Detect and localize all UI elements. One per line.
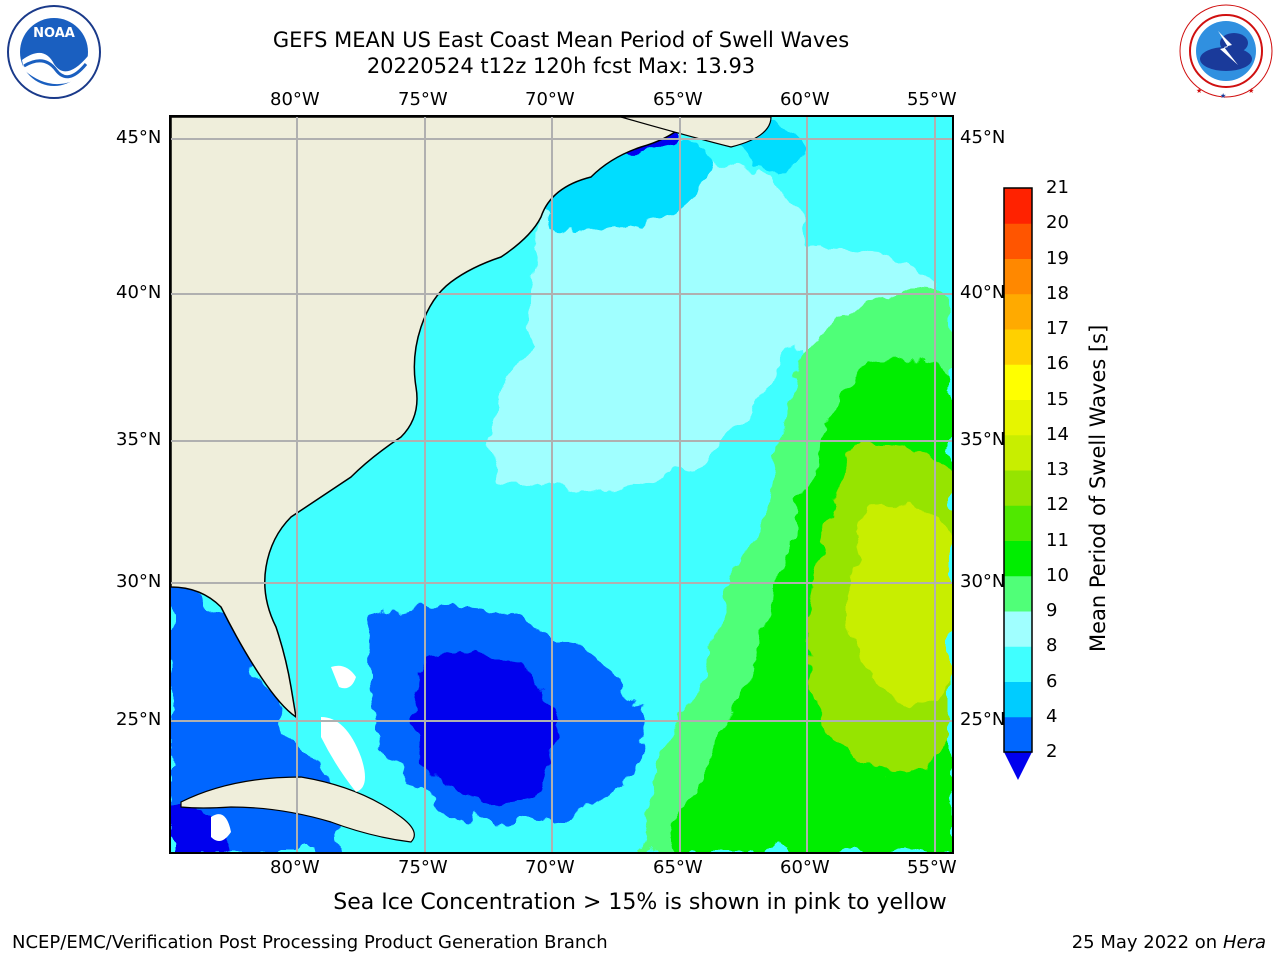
colorbar-tick-label: 20 [1046, 212, 1069, 234]
top-lon-label-75w: 75°W [398, 89, 448, 110]
colorbar-tick-label: 14 [1046, 423, 1069, 445]
graticule [171, 117, 952, 852]
colorbar [1003, 187, 1033, 780]
bahamas-shoal [331, 665, 356, 689]
top-lon-label-80w: 80°W [270, 89, 320, 110]
colorbar-cell [1004, 540, 1032, 577]
colorbar-tick-label: 13 [1046, 459, 1069, 480]
top-lon-label-70w: 70°W [525, 89, 575, 110]
colorbar-tick-label: 4 [1046, 705, 1058, 727]
top-lon-label-60w: 60°W [780, 89, 830, 110]
bottom-lon-label-70w: 70°W [525, 857, 575, 878]
colorbar-tick-label: 12 [1046, 494, 1069, 516]
noaa-logo: NOAA [7, 5, 101, 99]
svg-text:★: ★ [1248, 87, 1254, 95]
bottom-lon-label-60w: 60°W [780, 857, 830, 878]
colorbar-cells [1004, 188, 1032, 753]
host-name: Hera [1222, 932, 1266, 953]
svg-text:★: ★ [1196, 87, 1202, 95]
colorbar-tick-label: 6 [1046, 670, 1058, 692]
colorbar-cell [1004, 681, 1032, 718]
bottom-lon-label-80w: 80°W [270, 857, 320, 878]
noaa-logo-text: NOAA [33, 26, 75, 41]
colorbar-cell [1004, 575, 1032, 612]
bahamas-bank [321, 717, 365, 792]
right-lat-label-40n: 40°N [960, 282, 1006, 303]
colorbar-cell [1004, 188, 1032, 224]
swell-period-map [171, 117, 952, 852]
colorbar-cell [1004, 505, 1032, 541]
left-lat-label-40n: 40°N [116, 282, 162, 303]
right-lat-label-25n: 25°N [960, 709, 1006, 730]
colorbar-underflow-triangle [1004, 752, 1032, 780]
left-lat-label-30n: 30°N [116, 571, 162, 592]
producer-credit: NCEP/EMC/Verification Post Processing Pr… [12, 932, 608, 953]
colorbar-cell [1004, 258, 1032, 295]
colorbar-tick-label: 10 [1046, 564, 1069, 586]
left-lat-label-25n: 25°N [116, 709, 162, 730]
bottom-lon-label-75w: 75°W [398, 857, 448, 878]
colorbar-tick-label: 18 [1046, 282, 1069, 304]
colorbar-cell [1004, 611, 1032, 647]
colorbar-tick-label: 8 [1046, 635, 1058, 657]
chart-subtitle: 20220524 t12z 120h fcst Max: 13.93 [366, 54, 756, 78]
bottom-lon-label-55w: 55°W [907, 857, 957, 878]
colorbar-cell [1004, 470, 1032, 506]
left-lat-label-35n: 35°N [116, 429, 162, 450]
colorbar-tick-label: 15 [1046, 388, 1069, 410]
left-lat-label-45n: 45°N [116, 127, 162, 148]
colorbar-cell [1004, 716, 1032, 753]
colorbar-title: Mean Period of Swell Waves [s] [1086, 324, 1110, 652]
bottom-lon-label-65w: 65°W [653, 857, 703, 878]
cuba-shelf [211, 814, 231, 841]
right-lat-label-35n: 35°N [960, 429, 1006, 450]
colorbar-tick-label: 11 [1046, 529, 1069, 551]
colorbar-tick-label: 17 [1046, 318, 1069, 339]
colorbar-tick-label: 16 [1046, 353, 1069, 375]
colorbar-tick-label: 21 [1046, 177, 1069, 198]
colorbar-cell [1004, 329, 1032, 365]
colorbar-cell [1004, 434, 1032, 471]
chart-title: GEFS MEAN US East Coast Mean Period of S… [272, 28, 850, 52]
swell-contours [171, 123, 952, 852]
colorbar-tick-label: 19 [1046, 247, 1069, 269]
colorbar-cell [1004, 399, 1032, 436]
right-lat-label-45n: 45°N [960, 127, 1006, 148]
map-panel [169, 115, 954, 854]
colorbar-cell [1004, 364, 1032, 400]
right-lat-label-30n: 30°N [960, 571, 1006, 592]
issue-date: 25 May 2022 on Hera [1072, 932, 1266, 953]
svg-text:★: ★ [1220, 92, 1226, 99]
issue-date-text: 25 May 2022 on [1071, 932, 1218, 953]
colorbar-cell [1004, 223, 1032, 259]
colorbar-tick-label: 9 [1046, 600, 1058, 621]
top-lon-label-55w: 55°W [907, 89, 957, 110]
top-lon-label-65w: 65°W [653, 89, 703, 110]
colorbar-tick-label: 2 [1046, 741, 1058, 762]
sea-ice-note: Sea Ice Concentration > 15% is shown in … [333, 890, 947, 915]
colorbar-cell [1004, 293, 1032, 330]
colorbar-cell [1004, 646, 1032, 682]
colorbar-outline [1003, 187, 1033, 753]
nws-logo: ★ ★ ★ [1179, 4, 1273, 99]
